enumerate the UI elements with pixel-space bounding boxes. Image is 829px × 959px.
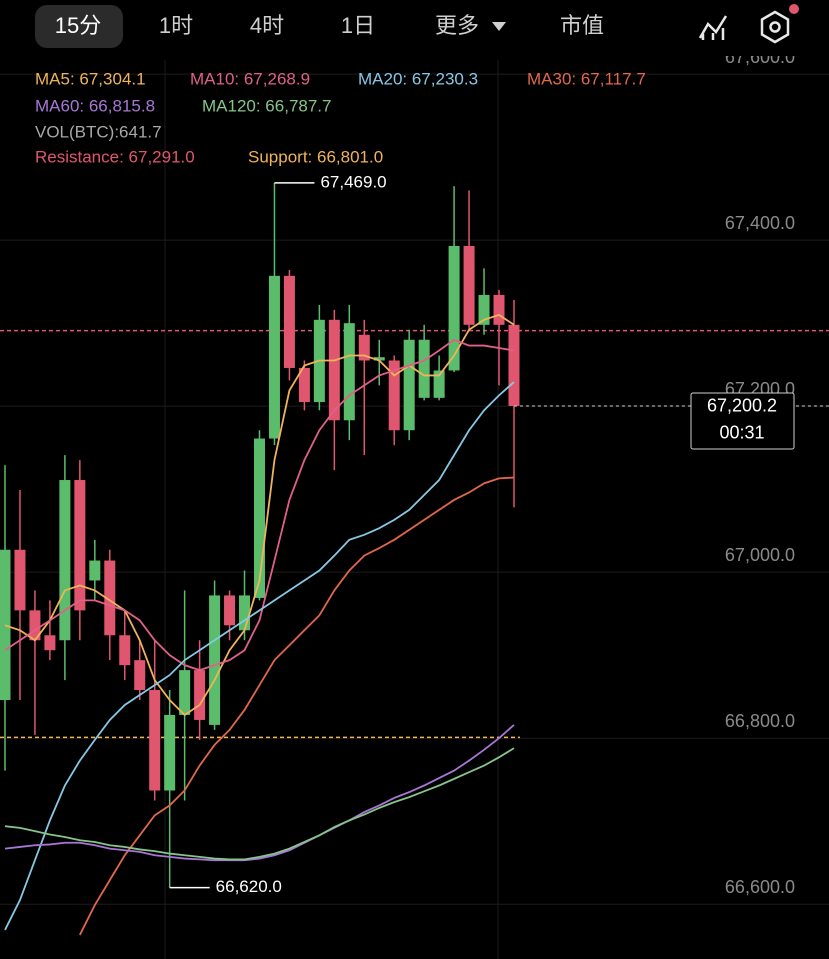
tab[interactable]: 更多 [435,13,479,38]
candle-body [179,670,191,715]
candle-body [194,670,206,720]
legend-entry: MA60: 66,815.8 [35,96,155,115]
candle-body [164,714,176,791]
marker-label: 66,620.0 [216,877,282,896]
candle-body [149,690,161,791]
ma-line [4,381,515,931]
candle-body [119,635,131,666]
candle-body [388,360,400,431]
candle-body [74,480,86,611]
candle-body [463,245,475,325]
tab[interactable]: 1日 [341,13,375,38]
last-price-box [690,392,795,450]
legend-entry: MA5: 67,304.1 [35,69,146,88]
candle-body [478,294,490,325]
candle-body [104,560,116,636]
tab-selected-bg [35,5,123,48]
candle-body [224,595,236,626]
notification-dot [789,4,799,14]
candle-body [448,245,460,371]
candle-body [134,660,146,691]
y-tick-label: 66,600.0 [725,877,795,897]
indicator-icon[interactable] [698,15,728,40]
y-tick-label: 66,800.0 [725,711,795,731]
resistance-label: Resistance: 67,291.0 [35,147,195,166]
candle-body [508,324,520,406]
candle-body [253,438,265,598]
overlay: 15分 1时 4时 1日 更多 市值 67,200.2 00:31 MA5: 67,304.1 M… [0,0,829,450]
y-tick-label: 67,000.0 [725,545,795,565]
legend-entry: MA120: 66,787.7 [202,96,331,115]
candle-body [44,635,56,651]
candle-body [493,294,505,325]
tab[interactable]: 4时 [250,13,284,38]
marker-label: 67,469.0 [320,172,386,191]
y-tick-label: 67,400.0 [725,213,795,233]
countdown-label: 00:31 [719,423,764,443]
ma-line [4,724,515,862]
candle-body [283,275,295,368]
candle-body [29,610,41,641]
legend-entry: MA10: 67,268.9 [190,69,310,88]
last-price-label: 67,200.2 [707,396,777,416]
candle-body [373,357,385,361]
tab[interactable]: 15分 [55,13,101,38]
icon-line [698,15,728,39]
candle-body [209,595,221,725]
candle-body [268,275,280,439]
tab[interactable]: 市值 [560,13,604,38]
candle-body [343,323,355,421]
dropdown-arrow [492,22,506,31]
candle-body [403,339,415,431]
top-bar [0,0,829,56]
legend-entry: MA30: 67,117.7 [527,69,646,88]
legend-entry: MA20: 67,230.3 [358,69,478,88]
candle-body [433,370,445,398]
candle-body [14,549,26,611]
candle-body [239,595,251,631]
candle-body [328,319,340,421]
candle-body [418,339,430,398]
candle-body [298,367,310,403]
support-label: Support: 66,801.0 [248,147,383,166]
ma-line [4,313,515,717]
tab[interactable]: 1时 [159,13,193,38]
candle-body [358,334,370,361]
settings-icon[interactable] [760,4,799,44]
icon-dot [769,21,781,33]
candle-body [59,480,71,641]
icon-hex [760,10,790,44]
volume-label: VOL(BTC):641.7 [35,122,162,141]
candle-body [89,560,101,581]
ma-line [79,476,515,936]
ma-line [4,747,515,861]
ma-line [4,338,515,672]
